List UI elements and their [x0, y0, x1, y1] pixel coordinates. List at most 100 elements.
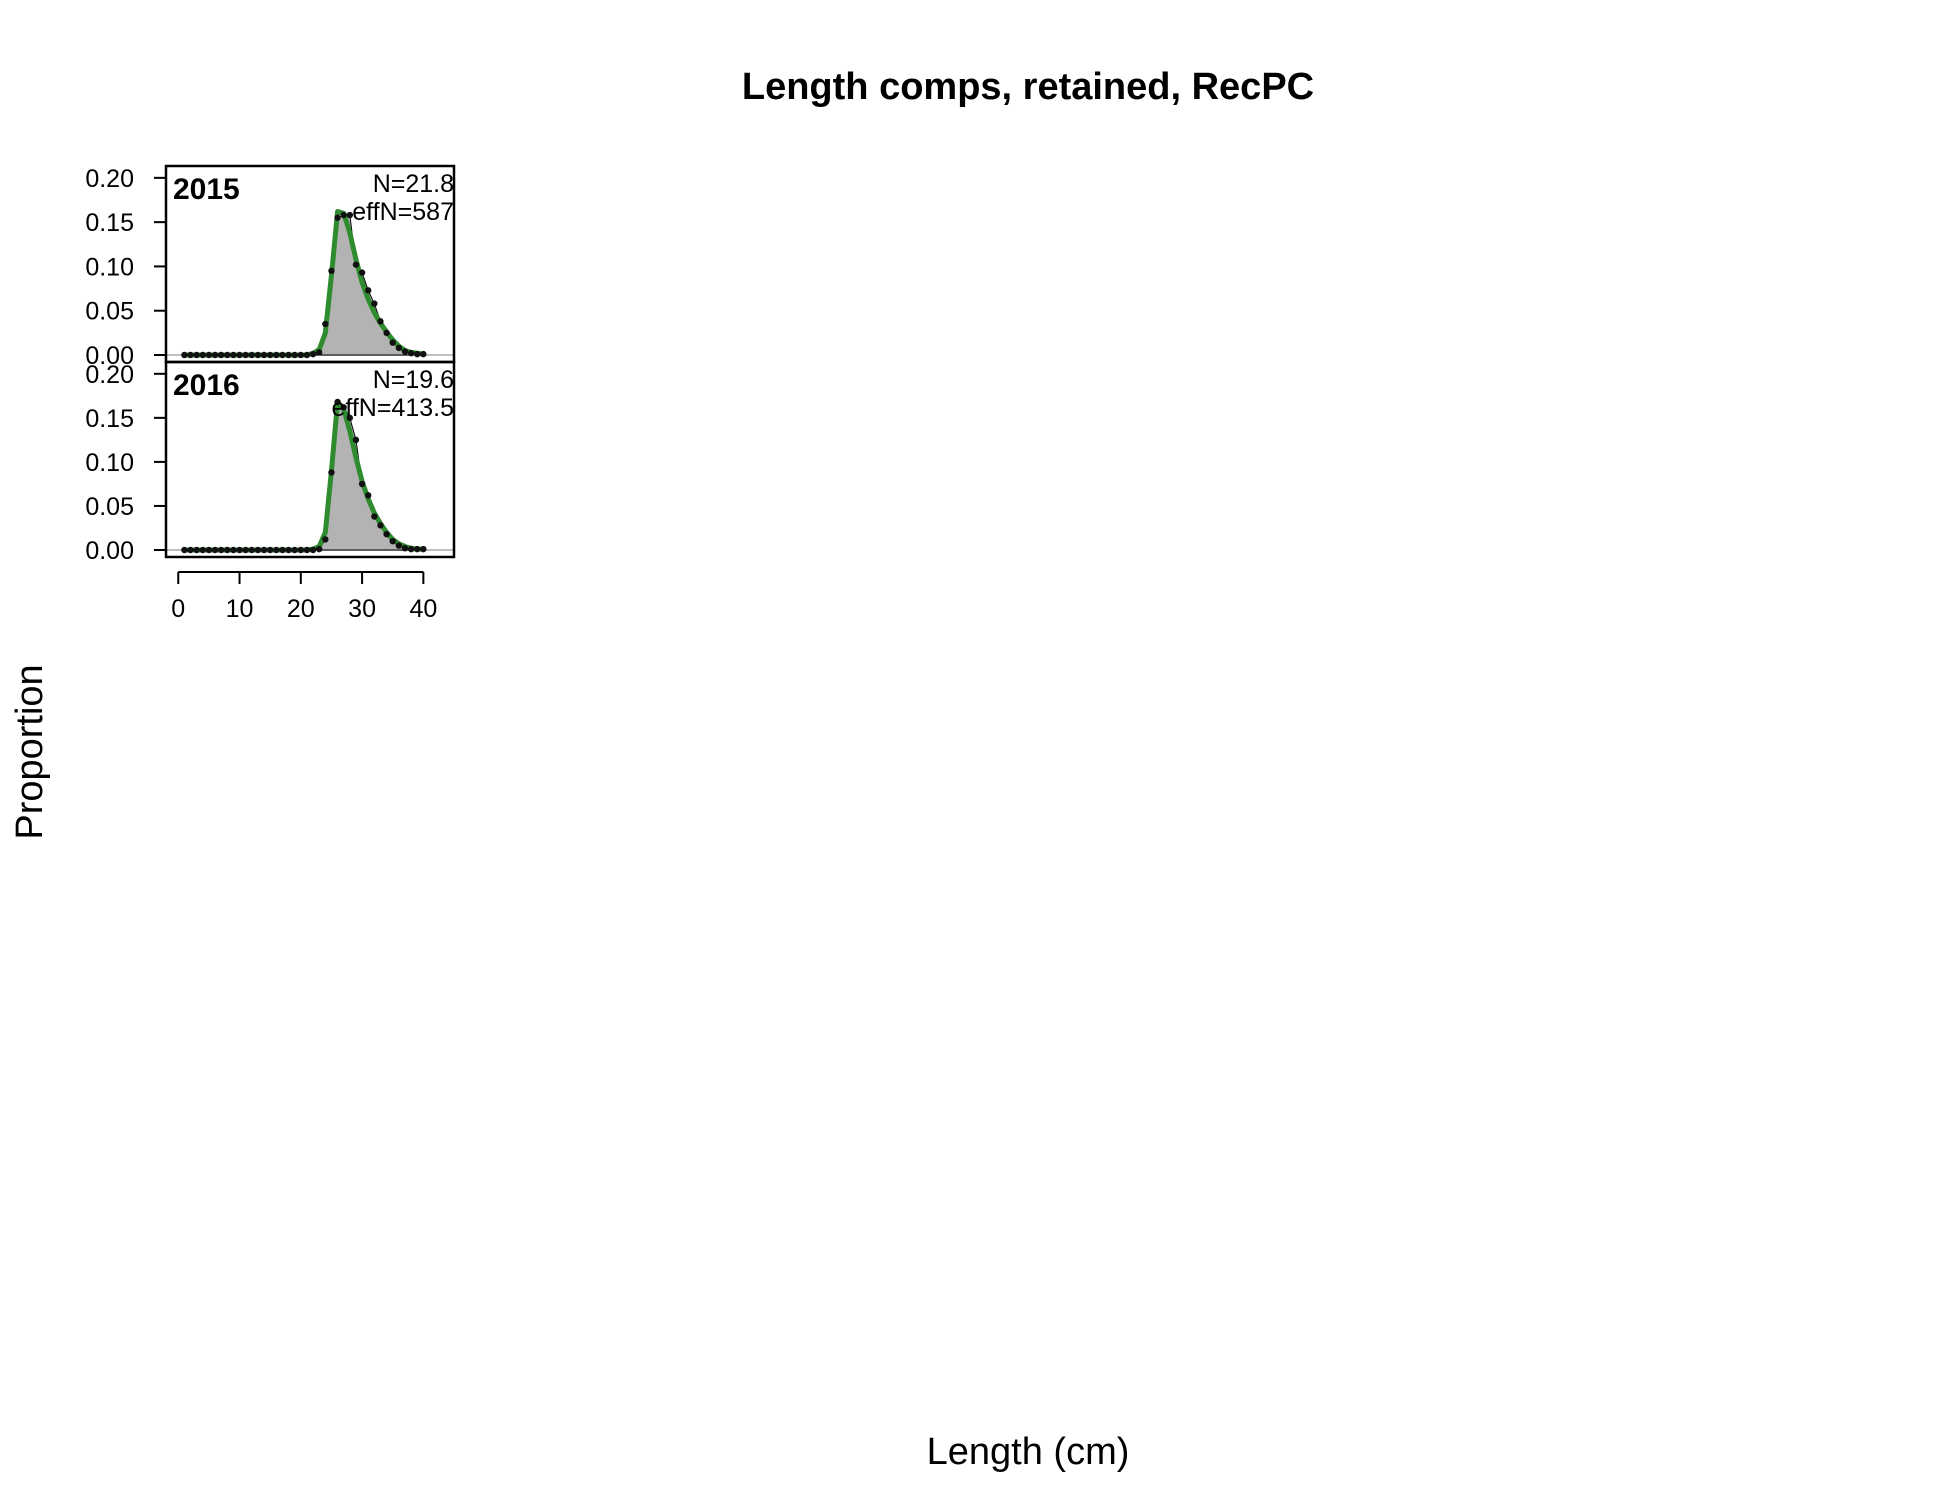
y-tick-label: 0.10	[85, 449, 134, 477]
observed-point	[248, 351, 255, 359]
panel-effn-label: effN=587	[352, 198, 454, 226]
y-tick-label: 0.05	[85, 493, 134, 521]
panel-n-label: N=21.8	[373, 170, 454, 198]
observed-point	[273, 351, 280, 359]
observed-point	[407, 350, 415, 357]
observed-point	[205, 546, 213, 554]
observed-point	[230, 351, 237, 359]
panel-n-label: N=19.6	[373, 366, 454, 394]
observed-point	[315, 349, 323, 356]
observed-point	[181, 546, 188, 554]
observed-point	[309, 350, 317, 358]
observed-point	[273, 546, 280, 554]
panel-effn-label: effN=413.5	[331, 394, 454, 422]
observed-point	[322, 536, 329, 543]
x-tick-label: 30	[348, 595, 376, 623]
observed-point	[187, 351, 194, 359]
observed-point	[309, 546, 317, 554]
observed-point	[266, 351, 274, 359]
observed-point	[242, 546, 249, 554]
observed-point	[193, 351, 200, 359]
observed-point	[187, 546, 194, 554]
observed-point	[407, 545, 415, 553]
observed-point	[205, 351, 213, 359]
observed-point	[236, 546, 243, 554]
observed-point	[242, 351, 249, 359]
y-tick-label: 0.05	[85, 298, 134, 326]
y-axis-title: Proportion	[9, 664, 51, 839]
observed-point	[199, 546, 206, 554]
observed-point	[334, 398, 341, 406]
observed-point	[334, 214, 341, 221]
observed-point	[199, 351, 206, 359]
observed-point	[211, 351, 219, 359]
observed-point	[377, 522, 384, 529]
observed-point	[365, 492, 372, 499]
observed-point	[254, 351, 262, 359]
y-tick-label: 0.00	[85, 537, 134, 565]
panels-group: 0.000.050.100.150.20 2015 N=21.8effN=5870.…	[85, 164, 456, 623]
observed-point	[236, 351, 243, 359]
observed-point	[279, 546, 286, 554]
x-tick-label: 40	[409, 595, 437, 623]
observed-point	[401, 348, 409, 355]
x-tick-label: 10	[226, 595, 254, 623]
panel-year-label: 2015	[173, 173, 240, 206]
observed-point	[401, 545, 409, 552]
observed-point	[414, 350, 421, 358]
observed-point	[297, 351, 305, 359]
observed-point	[340, 404, 347, 411]
y-tick-label: 0.00	[85, 342, 134, 370]
observed-point	[248, 546, 255, 554]
observed-point	[383, 530, 390, 538]
observed-point	[358, 480, 366, 488]
observed-point	[266, 546, 274, 554]
observed-point	[254, 546, 262, 554]
observed-point	[383, 329, 390, 337]
observed-point	[260, 351, 268, 359]
chart-title: Length comps, retained, RecPC	[742, 66, 1314, 108]
observed-point	[217, 351, 225, 359]
observed-point	[420, 545, 427, 553]
y-tick-label: 0.10	[85, 253, 134, 281]
y-tick-label: 0.20	[85, 361, 134, 389]
observed-point	[340, 211, 347, 219]
observed-point	[211, 546, 219, 554]
observed-point	[322, 320, 329, 328]
observed-point	[420, 350, 427, 358]
observed-point	[346, 414, 354, 422]
observed-point	[315, 545, 323, 553]
observed-point	[377, 318, 384, 325]
observed-point	[285, 351, 292, 359]
observed-point	[224, 546, 231, 554]
observed-point	[217, 546, 225, 554]
observed-point	[303, 351, 311, 359]
y-tick-label: 0.15	[85, 405, 134, 433]
x-tick-label: 0	[171, 595, 185, 623]
y-tick-label: 0.15	[85, 209, 134, 237]
observed-point	[224, 351, 231, 359]
expected-line	[184, 399, 424, 553]
observed-point	[395, 542, 403, 549]
observed-point	[371, 513, 378, 520]
observed-point	[352, 436, 360, 444]
y-tick-label: 0.20	[85, 165, 134, 193]
observed-point	[389, 537, 396, 545]
observed-point	[389, 339, 396, 346]
observed-point	[352, 261, 360, 268]
observed-point	[181, 351, 188, 359]
observed-point	[395, 344, 403, 352]
x-tick-label: 20	[287, 595, 315, 623]
panel-year-label: 2016	[173, 369, 240, 402]
observed-point	[365, 287, 372, 294]
observed-area	[184, 400, 424, 551]
observed-point	[230, 546, 237, 554]
observed-point	[414, 545, 421, 553]
x-axis-title: Length (cm)	[927, 1431, 1130, 1473]
observed-point	[193, 546, 200, 554]
observed-point	[328, 267, 335, 275]
panel-frame	[164, 360, 456, 559]
